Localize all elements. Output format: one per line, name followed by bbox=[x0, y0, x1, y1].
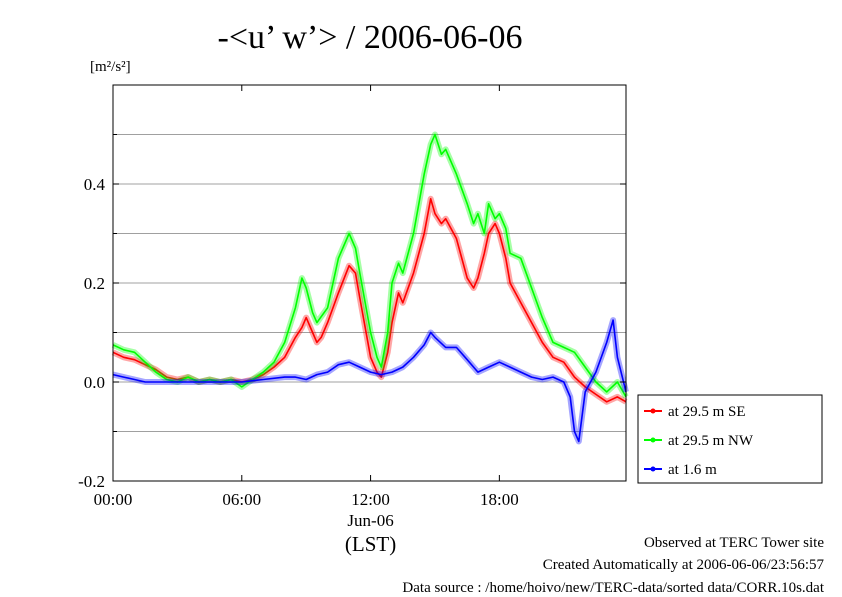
legend-label: at 29.5 m NW bbox=[668, 433, 754, 449]
legend-marker bbox=[650, 437, 656, 443]
legend-box bbox=[637, 394, 823, 484]
series-line-2 bbox=[112, 319, 627, 443]
x-axis-label: (LST) bbox=[345, 532, 396, 556]
footer-source: Data source : /home/hoivo/new/TERC-data/… bbox=[402, 580, 824, 596]
legend-label: at 29.5 m SE bbox=[668, 404, 746, 420]
legend: at 29.5 m SE at 29.5 m NW at 1.6 m bbox=[637, 394, 823, 484]
legend-marker bbox=[650, 466, 656, 472]
x-tick-label: 18:00 bbox=[480, 490, 519, 509]
footer-site: Observed at TERC Tower site bbox=[643, 535, 824, 551]
x-axis: 00:00 06:00 12:00 18:00 bbox=[94, 85, 519, 509]
series-layer bbox=[111, 131, 629, 445]
chart-title: -<u’ w’> / 2006-06-06 bbox=[218, 19, 523, 56]
y-tick-label: 0.2 bbox=[84, 274, 105, 293]
x-axis-date-label: Jun-06 bbox=[347, 511, 393, 530]
x-tick-label: 12:00 bbox=[351, 490, 390, 509]
footer-created: Created Automatically at 2006-06-06/23:5… bbox=[542, 557, 824, 573]
y-tick-label: 0.0 bbox=[84, 373, 105, 392]
y-tick-label: 0.4 bbox=[84, 175, 106, 194]
x-tick-label: 06:00 bbox=[222, 490, 261, 509]
x-tick-label: 00:00 bbox=[94, 490, 133, 509]
grid-lines bbox=[113, 134, 626, 432]
y-tick-label: -0.2 bbox=[78, 472, 105, 491]
legend-marker bbox=[650, 408, 656, 414]
legend-label: at 1.6 m bbox=[668, 462, 717, 478]
y-axis: -0.2 0.0 0.2 0.4 bbox=[78, 134, 626, 491]
y-axis-unit-label: [m²/s²] bbox=[90, 59, 131, 75]
